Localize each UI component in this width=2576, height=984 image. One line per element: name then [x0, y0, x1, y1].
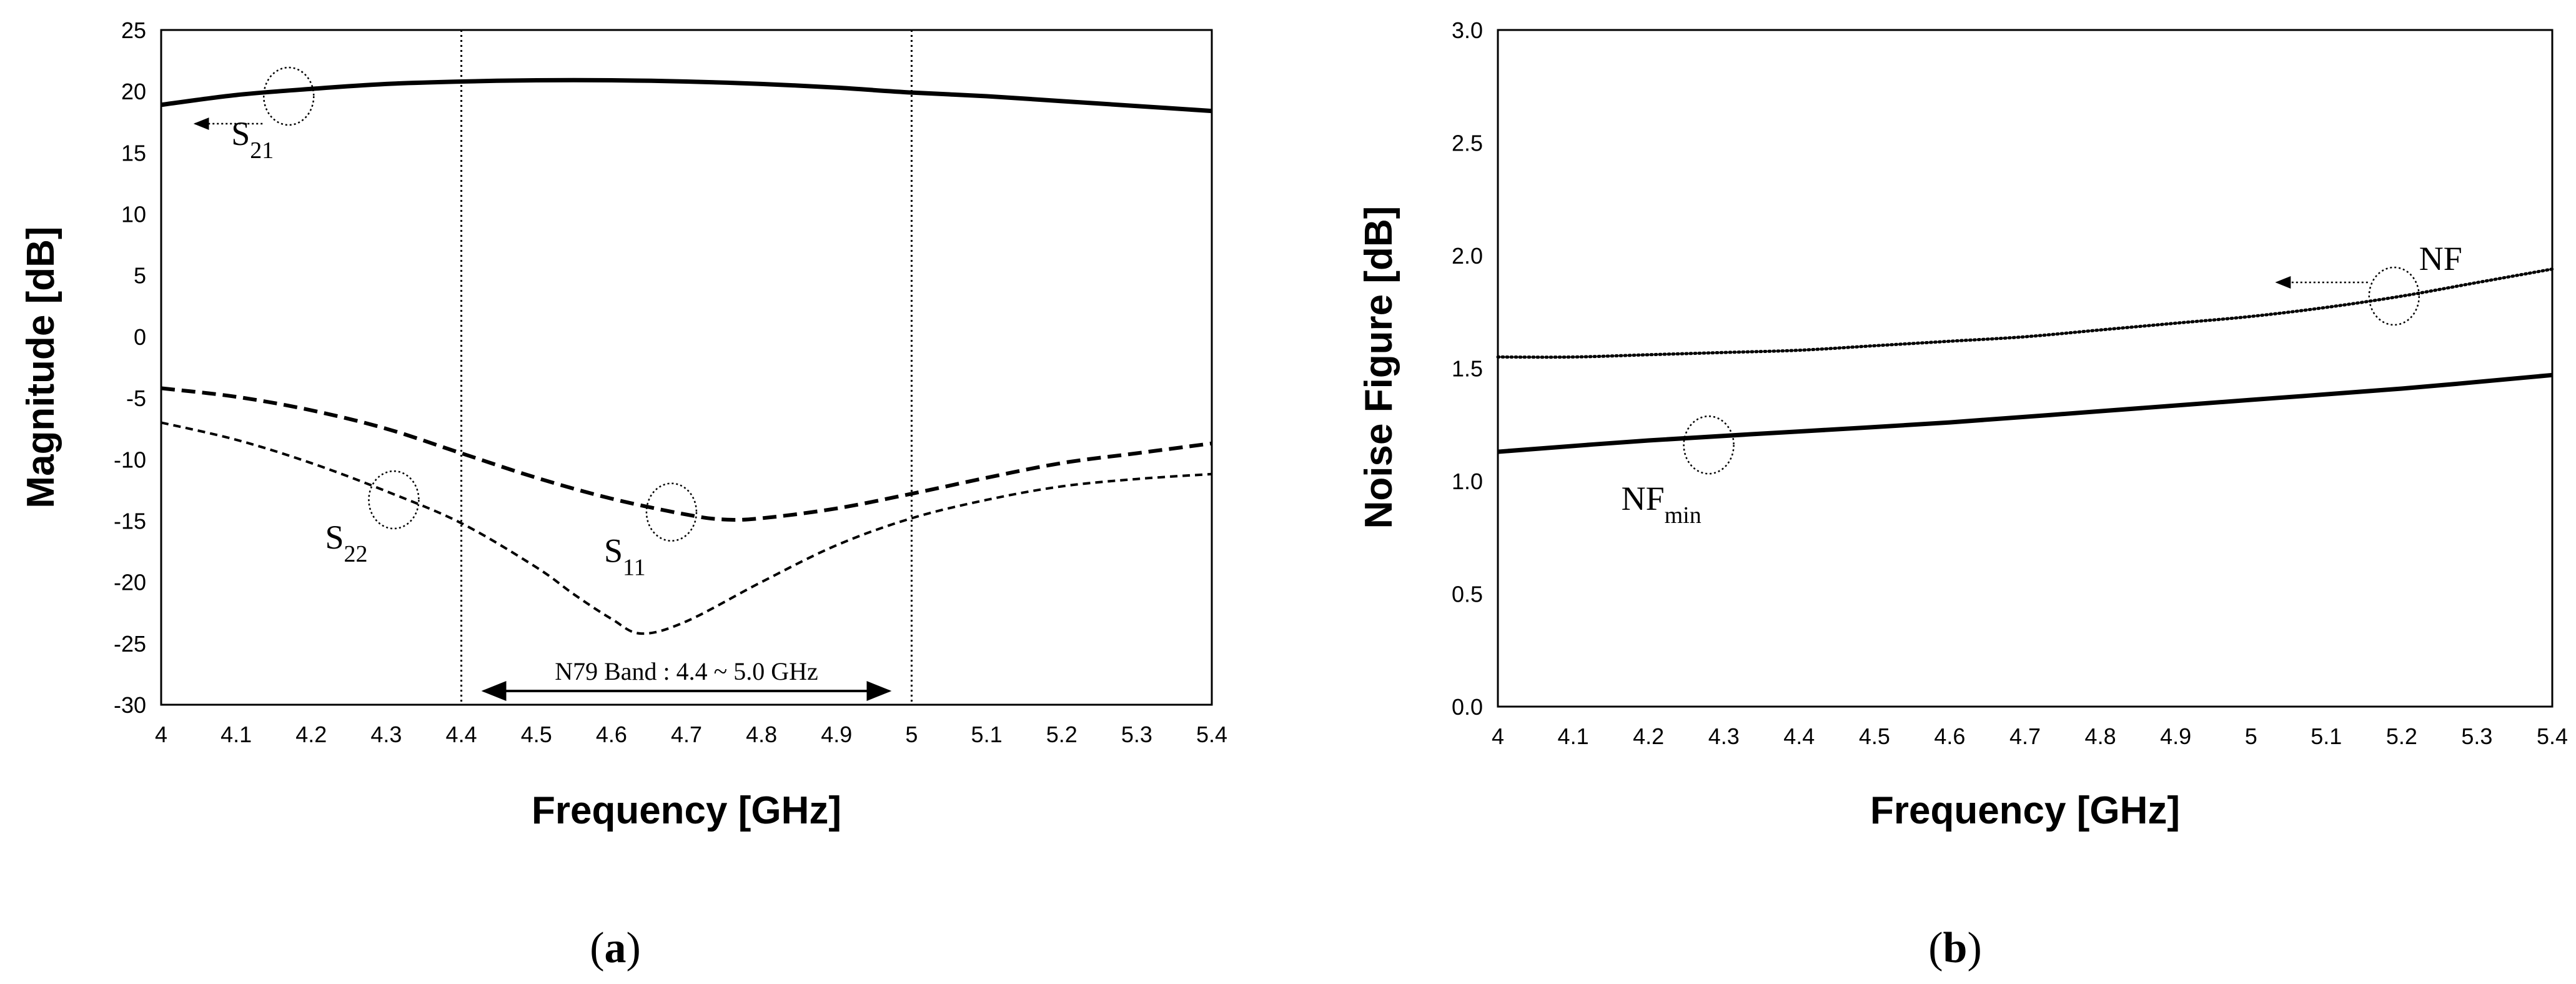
x-tick-label: 4.7: [2009, 723, 2041, 749]
panel-letter: a: [605, 924, 627, 972]
x-tick-label: 5.4: [1196, 722, 1227, 747]
series-line-s21: [161, 77, 1212, 114]
x-tick-label: 4: [1492, 723, 1504, 749]
annotation-circle: [1683, 415, 1735, 475]
series-line-s22: [161, 421, 1212, 635]
label-base: S: [325, 519, 344, 556]
series-label-s22: S22: [325, 519, 367, 567]
x-tick-label: 5.3: [1121, 722, 1152, 747]
x-tick-label: 5.4: [2537, 723, 2568, 749]
annotation-circle: [645, 482, 698, 542]
y-tick-label: -30: [114, 692, 146, 718]
plot-area-frame: [160, 29, 1213, 706]
y-tick-label: 2.0: [1452, 243, 1483, 269]
y-tick-label: 0.0: [1452, 694, 1483, 720]
series-lines: [1496, 267, 2554, 454]
x-tick-label: 4.3: [1708, 723, 1740, 749]
x-axis-ticks: 4 4.1 4.2 4.3 4.4 4.5 4.6 4.7 4.8 4.9 5 5.1 5.2 5.3 5.…: [155, 722, 1227, 747]
series-lines: [161, 77, 1212, 635]
band-annotation: N79 Band : 4.4 ~ 5.0 GHz: [481, 657, 892, 701]
panel-label: (a): [590, 924, 641, 972]
x-tick-label: 4.4: [1783, 723, 1815, 749]
y-tick-label: 0: [134, 324, 146, 350]
panel-label: (b): [1928, 924, 1982, 972]
y-tick-label: 10: [121, 202, 146, 227]
band-label: N79 Band : 4.4 ~ 5.0 GHz: [555, 657, 818, 685]
y-tick-label: -25: [114, 631, 146, 657]
label-subscript: 21: [250, 137, 274, 164]
x-tick-label: 5.1: [971, 722, 1003, 747]
chart-panel-a: -30 -25 -20 -15 -10 -5 0 5 10 15 20 25 4 4.1 4.2 4.3 4.…: [19, 17, 1227, 972]
chart-panel-b: 0.0 0.5 1.0 1.5 2.0 2.5 3.0 4 4.1 4.2 4.3 4.4 4.5 4.…: [1357, 17, 2568, 972]
label-base: NF: [1622, 480, 1665, 517]
y-tick-label: 25: [121, 17, 146, 43]
y-tick-label: -10: [114, 447, 146, 472]
label-subscript: 11: [623, 555, 646, 581]
series-label-nfmin: NFmin: [1622, 480, 1702, 529]
y-tick-label: -15: [114, 508, 146, 534]
y-axis-ticks: 0.0 0.5 1.0 1.5 2.0 2.5 3.0: [1452, 17, 1483, 720]
x-tick-label: 5: [905, 722, 918, 747]
x-tick-label: 4: [155, 722, 167, 747]
y-tick-label: 2.5: [1452, 131, 1483, 156]
y-tick-label: -5: [126, 385, 146, 411]
annotation-circle: [368, 470, 420, 530]
x-tick-label: 4.5: [1859, 723, 1890, 749]
x-tick-label: 4.9: [821, 722, 852, 747]
x-axis-title: Frequency [GHz]: [1870, 789, 2180, 832]
series-label-s11: S11: [604, 532, 646, 581]
x-tick-label: 5.2: [2386, 723, 2417, 749]
x-tick-label: 4.8: [2085, 723, 2116, 749]
x-tick-label: 5.1: [2311, 723, 2342, 749]
y-tick-label: 1.5: [1452, 356, 1483, 382]
plot-area-frame: [1497, 29, 2554, 708]
y-axis-title: Magnitude [dB]: [19, 226, 62, 508]
panel-letter: b: [1943, 924, 1968, 972]
y-tick-label: 5: [134, 263, 146, 289]
x-tick-label: 4.7: [671, 722, 702, 747]
label-base: NF: [2419, 240, 2462, 277]
x-tick-label: 4.5: [521, 722, 552, 747]
x-tick-label: 4.2: [1633, 723, 1664, 749]
x-tick-label: 5.3: [2461, 723, 2492, 749]
x-tick-label: 4.1: [1558, 723, 1589, 749]
series-line-s11: [161, 386, 1212, 522]
x-tick-label: 4.3: [370, 722, 402, 747]
series-label-nf: NF: [2419, 240, 2462, 277]
x-axis-ticks: 4 4.1 4.2 4.3 4.4 4.5 4.6 4.7 4.8 4.9 5 5.1 5.2 5.3 5.…: [1492, 723, 2568, 749]
series-label-s21: S21: [231, 115, 274, 164]
x-tick-label: 4.8: [746, 722, 777, 747]
label-base: S: [604, 532, 623, 570]
x-tick-label: 4.6: [1934, 723, 1965, 749]
series-line-nf: [1496, 267, 2554, 359]
y-tick-label: 3.0: [1452, 17, 1483, 43]
y-tick-label: 15: [121, 140, 146, 166]
x-tick-label: 4.1: [220, 722, 252, 747]
x-tick-label: 5: [2245, 723, 2257, 749]
label-subscript: 22: [344, 541, 367, 567]
x-tick-label: 4.4: [446, 722, 477, 747]
y-tick-label: 0.5: [1452, 582, 1483, 607]
y-axis-title: Noise Figure [dB]: [1357, 206, 1400, 529]
y-tick-label: 1.0: [1452, 469, 1483, 494]
x-axis-title: Frequency [GHz]: [532, 789, 841, 832]
annotation-circle: [262, 66, 315, 126]
x-tick-label: 4.6: [596, 722, 627, 747]
y-tick-label: 20: [121, 79, 146, 104]
label-base: S: [231, 115, 250, 152]
x-tick-label: 4.9: [2160, 723, 2191, 749]
x-tick-label: 5.2: [1046, 722, 1077, 747]
y-axis-ticks: -30 -25 -20 -15 -10 -5 0 5 10 15 20 25: [114, 17, 146, 718]
y-tick-label: -20: [114, 570, 146, 595]
label-subscript: min: [1665, 502, 1702, 529]
x-tick-label: 4.2: [295, 722, 327, 747]
annotation-circle: [2368, 266, 2420, 326]
series-line-nfmin: [1497, 372, 2553, 454]
band-boundary-lines: [460, 30, 913, 705]
